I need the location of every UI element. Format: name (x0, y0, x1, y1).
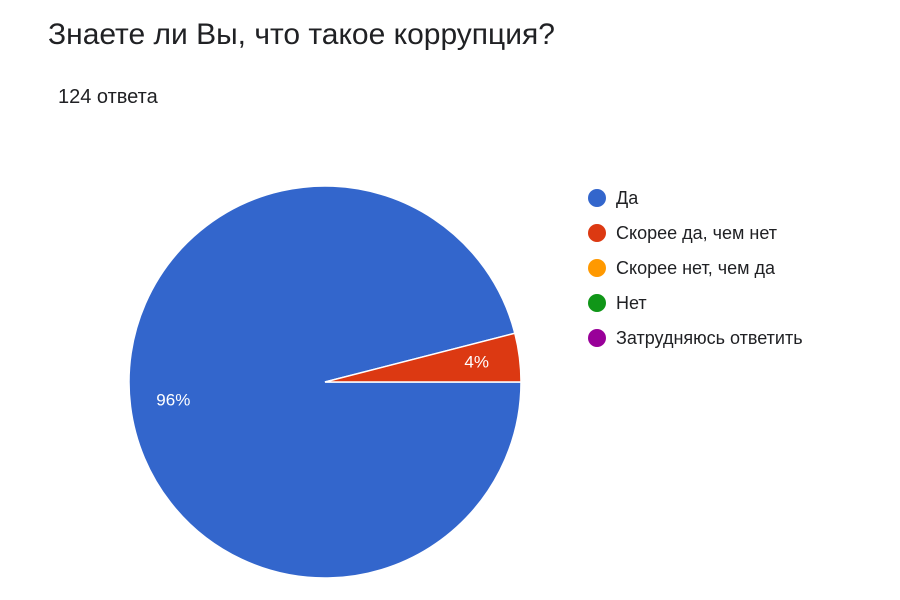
legend-swatch (588, 189, 606, 207)
legend-label: Затрудняюсь ответить (616, 328, 803, 348)
legend-swatch (588, 224, 606, 242)
legend-swatch (588, 294, 606, 312)
legend-label: Да (616, 188, 639, 208)
legend-label: Скорее нет, чем да (616, 258, 776, 278)
legend-label: Скорее да, чем нет (616, 223, 777, 243)
legend-label: Нет (616, 293, 647, 313)
legend-item: Да (586, 186, 806, 210)
legend: Да Скорее да, чем нет Скорее нет, чем да Не… (586, 186, 806, 361)
legend-item: Затрудняюсь ответить (586, 326, 806, 350)
legend-item: Скорее да, чем нет (586, 221, 806, 245)
legend-item: Скорее нет, чем да (586, 256, 806, 280)
chart-title: Знаете ли Вы, что такое коррупция? (48, 18, 555, 51)
slice-label: 4% (464, 352, 489, 371)
legend-item: Нет (586, 291, 806, 315)
slice-label: 96% (156, 391, 190, 410)
legend-swatch (588, 329, 606, 347)
pie-slice (324, 332, 522, 383)
chart-subtitle: 124 ответа (58, 86, 158, 108)
legend-swatch (588, 259, 606, 277)
